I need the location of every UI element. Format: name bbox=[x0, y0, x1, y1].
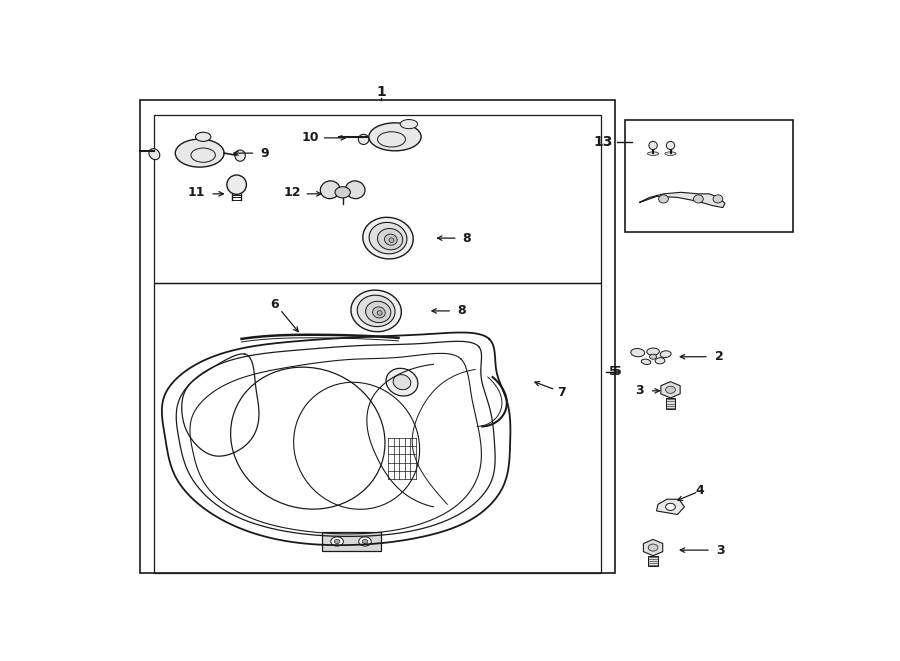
Bar bbox=[648, 556, 658, 566]
Ellipse shape bbox=[369, 222, 407, 254]
Ellipse shape bbox=[335, 186, 350, 198]
Ellipse shape bbox=[400, 120, 418, 129]
Ellipse shape bbox=[373, 307, 385, 318]
Ellipse shape bbox=[649, 141, 657, 149]
Text: 9: 9 bbox=[260, 147, 269, 159]
Bar bbox=[155, 115, 600, 283]
Ellipse shape bbox=[351, 290, 401, 332]
Ellipse shape bbox=[176, 139, 224, 167]
Polygon shape bbox=[639, 192, 725, 208]
Circle shape bbox=[334, 539, 340, 543]
Ellipse shape bbox=[227, 175, 247, 194]
Ellipse shape bbox=[665, 152, 676, 155]
Polygon shape bbox=[644, 539, 662, 556]
Ellipse shape bbox=[666, 141, 675, 149]
Circle shape bbox=[362, 539, 368, 543]
Text: 4: 4 bbox=[696, 484, 704, 496]
Ellipse shape bbox=[389, 238, 394, 243]
Text: 1: 1 bbox=[376, 85, 386, 99]
Ellipse shape bbox=[631, 348, 644, 357]
Ellipse shape bbox=[647, 348, 660, 355]
Ellipse shape bbox=[384, 234, 397, 245]
Ellipse shape bbox=[713, 195, 723, 203]
Text: 2: 2 bbox=[715, 350, 724, 363]
Ellipse shape bbox=[642, 359, 651, 364]
Ellipse shape bbox=[660, 351, 671, 358]
Ellipse shape bbox=[346, 181, 365, 199]
Ellipse shape bbox=[148, 149, 160, 160]
Ellipse shape bbox=[647, 152, 659, 155]
Ellipse shape bbox=[655, 358, 665, 364]
Ellipse shape bbox=[393, 375, 410, 390]
Text: 8: 8 bbox=[457, 305, 465, 317]
Ellipse shape bbox=[357, 295, 395, 327]
Circle shape bbox=[666, 503, 675, 510]
Text: 8: 8 bbox=[463, 231, 471, 245]
Text: 3: 3 bbox=[635, 384, 644, 397]
Ellipse shape bbox=[363, 217, 413, 259]
Ellipse shape bbox=[235, 150, 246, 161]
Bar bbox=[666, 399, 675, 408]
Bar bbox=[322, 532, 381, 551]
Text: 12: 12 bbox=[284, 186, 302, 199]
Ellipse shape bbox=[358, 134, 369, 145]
Ellipse shape bbox=[650, 354, 656, 360]
Text: 3: 3 bbox=[716, 543, 725, 557]
Circle shape bbox=[359, 537, 372, 546]
Bar bbox=[155, 283, 600, 573]
Bar bbox=[140, 100, 615, 573]
Ellipse shape bbox=[377, 311, 382, 315]
Text: 5: 5 bbox=[609, 366, 617, 379]
Circle shape bbox=[666, 386, 675, 393]
Bar bbox=[626, 120, 793, 232]
Circle shape bbox=[331, 537, 344, 546]
Text: 5: 5 bbox=[613, 366, 622, 379]
Ellipse shape bbox=[320, 181, 340, 199]
Ellipse shape bbox=[659, 195, 669, 203]
Ellipse shape bbox=[694, 195, 703, 203]
Ellipse shape bbox=[369, 123, 421, 151]
Ellipse shape bbox=[386, 368, 418, 396]
Polygon shape bbox=[661, 381, 680, 398]
Text: 10: 10 bbox=[302, 132, 319, 144]
Ellipse shape bbox=[377, 229, 402, 250]
Text: 6: 6 bbox=[270, 298, 279, 311]
Polygon shape bbox=[657, 499, 685, 514]
Circle shape bbox=[648, 544, 658, 551]
Text: 13: 13 bbox=[594, 136, 613, 149]
Ellipse shape bbox=[195, 132, 211, 141]
Text: 11: 11 bbox=[187, 186, 205, 199]
Ellipse shape bbox=[365, 301, 391, 323]
Text: 7: 7 bbox=[557, 386, 566, 399]
